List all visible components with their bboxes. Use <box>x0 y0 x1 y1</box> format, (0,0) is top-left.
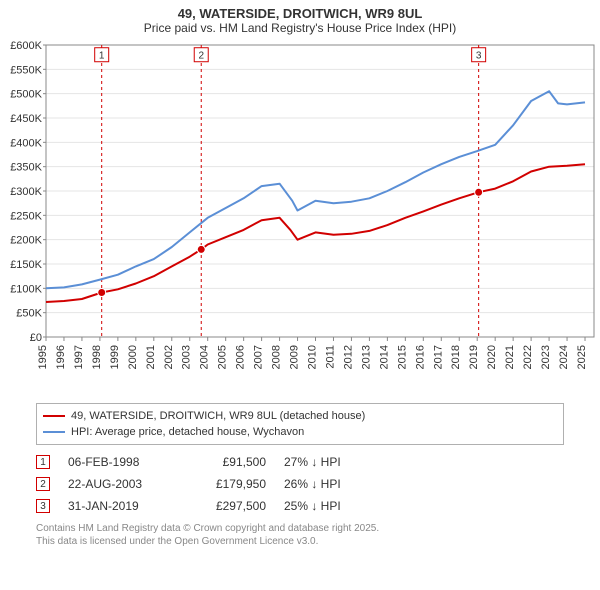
sale-row: 2 22-AUG-2003 £179,950 26% ↓ HPI <box>36 473 564 495</box>
legend-row: HPI: Average price, detached house, Wych… <box>43 424 557 440</box>
x-tick-label: 2025 <box>576 345 588 369</box>
title-address: 49, WATERSIDE, DROITWICH, WR9 8UL <box>0 6 600 21</box>
attribution-footer: Contains HM Land Registry data © Crown c… <box>36 523 564 548</box>
sale-date: 31-JAN-2019 <box>68 499 168 513</box>
x-tick-label: 2015 <box>396 345 408 369</box>
x-tick-label: 2009 <box>289 345 301 369</box>
sale-marker-label: 3 <box>476 51 482 62</box>
x-tick-label: 2017 <box>432 345 444 369</box>
legend-swatch <box>43 431 65 433</box>
x-tick-label: 2003 <box>181 345 193 369</box>
sale-marker-dot <box>98 288 106 296</box>
y-tick-label: £300K <box>10 186 42 198</box>
x-tick-label: 2000 <box>127 345 139 369</box>
x-tick-label: 2024 <box>558 345 570 369</box>
x-tick-label: 2016 <box>414 345 426 369</box>
sales-table: 1 06-FEB-1998 £91,500 27% ↓ HPI 2 22-AUG-2003… <box>36 451 564 517</box>
y-tick-label: £350K <box>10 162 42 174</box>
sale-badge: 3 <box>36 499 50 513</box>
x-tick-label: 2023 <box>540 345 552 369</box>
x-tick-label: 2007 <box>253 345 265 369</box>
x-tick-label: 2004 <box>199 345 211 369</box>
y-tick-label: £400K <box>10 137 42 149</box>
footer-line2: This data is licensed under the Open Gov… <box>36 536 564 549</box>
x-tick-label: 1995 <box>37 345 49 369</box>
x-tick-label: 2001 <box>145 345 157 369</box>
x-tick-label: 1999 <box>109 345 121 369</box>
x-tick-label: 2013 <box>360 345 372 369</box>
legend-swatch <box>43 415 65 417</box>
y-tick-label: £250K <box>10 210 42 222</box>
sale-price: £91,500 <box>186 455 266 469</box>
x-tick-label: 2022 <box>522 345 534 369</box>
y-tick-label: £0 <box>30 332 42 344</box>
sale-date: 22-AUG-2003 <box>68 477 168 491</box>
y-tick-label: £100K <box>10 283 42 295</box>
x-tick-label: 2021 <box>504 345 516 369</box>
x-tick-label: 2014 <box>378 345 390 369</box>
sale-row: 1 06-FEB-1998 £91,500 27% ↓ HPI <box>36 451 564 473</box>
footer-line1: Contains HM Land Registry data © Crown c… <box>36 523 564 536</box>
sale-badge: 2 <box>36 477 50 491</box>
sale-marker-dot <box>197 245 205 253</box>
chart-legend: 49, WATERSIDE, DROITWICH, WR9 8UL (detac… <box>36 403 564 445</box>
x-tick-label: 2010 <box>307 345 319 369</box>
y-tick-label: £550K <box>10 64 42 76</box>
sale-date: 06-FEB-1998 <box>68 455 168 469</box>
y-tick-label: £150K <box>10 259 42 271</box>
y-tick-label: £500K <box>10 89 42 101</box>
legend-row: 49, WATERSIDE, DROITWICH, WR9 8UL (detac… <box>43 408 557 424</box>
x-tick-label: 1997 <box>73 345 85 369</box>
sale-price: £297,500 <box>186 499 266 513</box>
legend-label: 49, WATERSIDE, DROITWICH, WR9 8UL (detac… <box>71 410 365 422</box>
x-tick-label: 1998 <box>91 345 103 369</box>
x-tick-label: 2018 <box>450 345 462 369</box>
y-tick-label: £200K <box>10 235 42 247</box>
sale-hpi-delta: 27% ↓ HPI <box>284 455 384 469</box>
x-tick-label: 2012 <box>342 345 354 369</box>
title-subtitle: Price paid vs. HM Land Registry's House … <box>0 21 600 35</box>
chart-area: £0 £50K £100K £150K £200K £250K £300K £350K £400… <box>0 37 600 397</box>
sale-row: 3 31-JAN-2019 £297,500 25% ↓ HPI <box>36 495 564 517</box>
x-tick-label: 2011 <box>324 345 336 369</box>
x-tick-label: 2005 <box>217 345 229 369</box>
line-chart-svg: £0 £50K £100K £150K £200K £250K £300K £350K £400… <box>0 37 600 397</box>
legend-label: HPI: Average price, detached house, Wych… <box>71 426 304 438</box>
x-tick-label: 2006 <box>235 345 247 369</box>
sale-marker-label: 1 <box>99 51 105 62</box>
x-tick-label: 2008 <box>271 345 283 369</box>
sale-marker-label: 2 <box>198 51 204 62</box>
x-tick-label: 1996 <box>55 345 67 369</box>
x-tick-label: 2019 <box>468 345 480 369</box>
chart-header: 49, WATERSIDE, DROITWICH, WR9 8UL Price … <box>0 0 600 37</box>
y-tick-label: £50K <box>16 308 42 320</box>
y-tick-label: £450K <box>10 113 42 125</box>
sale-hpi-delta: 26% ↓ HPI <box>284 477 384 491</box>
sale-badge: 1 <box>36 455 50 469</box>
sale-price: £179,950 <box>186 477 266 491</box>
x-tick-label: 2002 <box>163 345 175 369</box>
sale-hpi-delta: 25% ↓ HPI <box>284 499 384 513</box>
sale-marker-dot <box>475 188 483 196</box>
x-tick-label: 2020 <box>486 345 498 369</box>
y-tick-label: £600K <box>10 40 42 52</box>
